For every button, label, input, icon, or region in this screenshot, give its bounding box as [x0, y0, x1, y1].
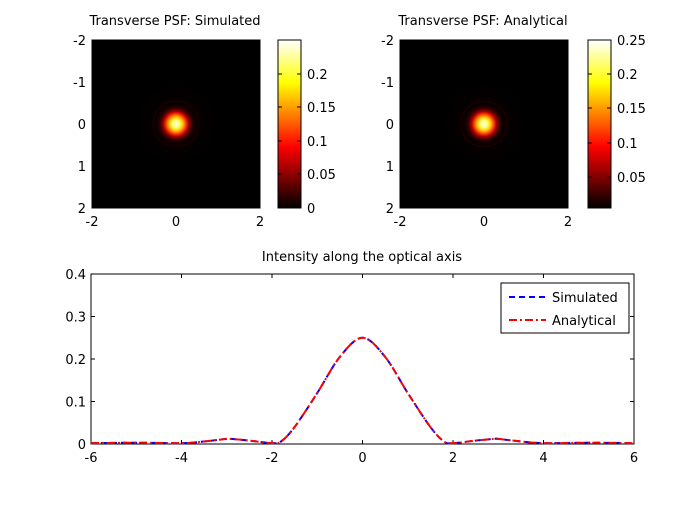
colorbar-simulated: 0 0.05 0.1 0.15 0.2 [277, 39, 336, 217]
y-tick-label: -2 [381, 34, 394, 49]
y-tick-label: 0 [78, 118, 86, 133]
colorbar-tick-label: 0.15 [307, 101, 336, 116]
psf-spot-analytical [442, 82, 526, 166]
heatmap-panel-simulated: Transverse PSF: Simulated -2 -1 0 1 2 -2… [73, 14, 336, 230]
legend-label-analytical: Analytical [552, 314, 616, 329]
y-tick-label: -2 [73, 34, 86, 49]
heatmap-panel-analytical: Transverse PSF: Analytical -2 -1 0 1 2 -… [381, 14, 646, 230]
heatmap-title-analytical: Transverse PSF: Analytical [397, 14, 567, 29]
y-ticks-simulated: -2 -1 0 1 2 [73, 34, 96, 217]
y-tick-label: 0.3 [65, 311, 86, 326]
colorbar-gradient [277, 39, 302, 209]
y-tick-label: 2 [386, 202, 394, 217]
x-tick-label: 2 [256, 215, 264, 230]
x-tick-label: 0 [480, 215, 488, 230]
colorbar-tick-label: 0.05 [307, 168, 336, 183]
x-tick-label: -4 [175, 451, 188, 466]
colorbar-tick-label: 0.1 [617, 137, 638, 152]
y-tick-label: 1 [78, 160, 86, 175]
line-plot-title: Intensity along the optical axis [262, 250, 462, 265]
series-line-analytical [90, 336, 635, 445]
x-tick-label: 0 [358, 451, 366, 466]
legend-box [500, 282, 630, 334]
x-tick-label: 0 [172, 215, 180, 230]
colorbar-tick-label: 0.15 [617, 102, 646, 117]
x-tick-label: 2 [564, 215, 572, 230]
y-tick-label: 0.1 [65, 396, 86, 411]
line-plot-panel: Intensity along the optical axis -6 -4 -2 0… [65, 250, 638, 466]
colorbar-tick-label: 0 [307, 202, 315, 217]
y-tick-label: 0.2 [65, 353, 86, 368]
colorbar-tick-label: 0.1 [307, 135, 328, 150]
x-tick-label: -6 [85, 451, 98, 466]
y-tick-label: 2 [78, 202, 86, 217]
legend-label-simulated: Simulated [552, 291, 618, 306]
x-tick-label: -2 [86, 215, 99, 230]
colorbar-analytical: 0.05 0.1 0.15 0.2 0.25 [587, 34, 646, 209]
x-tick-label: -2 [394, 215, 407, 230]
x-ticks-simulated: -2 0 2 [86, 204, 264, 230]
colorbar-tick-label: 0.2 [617, 68, 638, 83]
colorbar-gradient [587, 39, 612, 209]
line-plot-ticks: -6 -4 -2 0 2 4 6 0 0.1 0.2 0.3 0.4 [65, 268, 638, 466]
y-tick-label: -1 [73, 76, 86, 91]
colorbar-tick-label: 0.2 [307, 68, 328, 83]
colorbar-tick-label: 0.25 [617, 34, 646, 49]
psf-spot-simulated [134, 82, 218, 166]
x-tick-label: -2 [266, 451, 279, 466]
x-tick-label: 2 [449, 451, 457, 466]
colorbar-tick-label: 0.05 [617, 171, 646, 186]
y-ticks-analytical: -2 -1 0 1 2 [381, 34, 404, 217]
heatmap-title-simulated: Transverse PSF: Simulated [88, 14, 260, 29]
x-ticks-analytical: -2 0 2 [394, 204, 572, 230]
x-tick-label: 4 [539, 451, 547, 466]
y-tick-label: 0 [386, 118, 394, 133]
x-tick-label: 6 [630, 451, 638, 466]
y-tick-label: -1 [381, 76, 394, 91]
legend: Simulated Analytical [500, 282, 630, 334]
line-plot-series [90, 336, 635, 445]
y-tick-label: 0.4 [65, 268, 86, 283]
y-tick-label: 1 [386, 160, 394, 175]
y-tick-label: 0 [78, 438, 86, 453]
